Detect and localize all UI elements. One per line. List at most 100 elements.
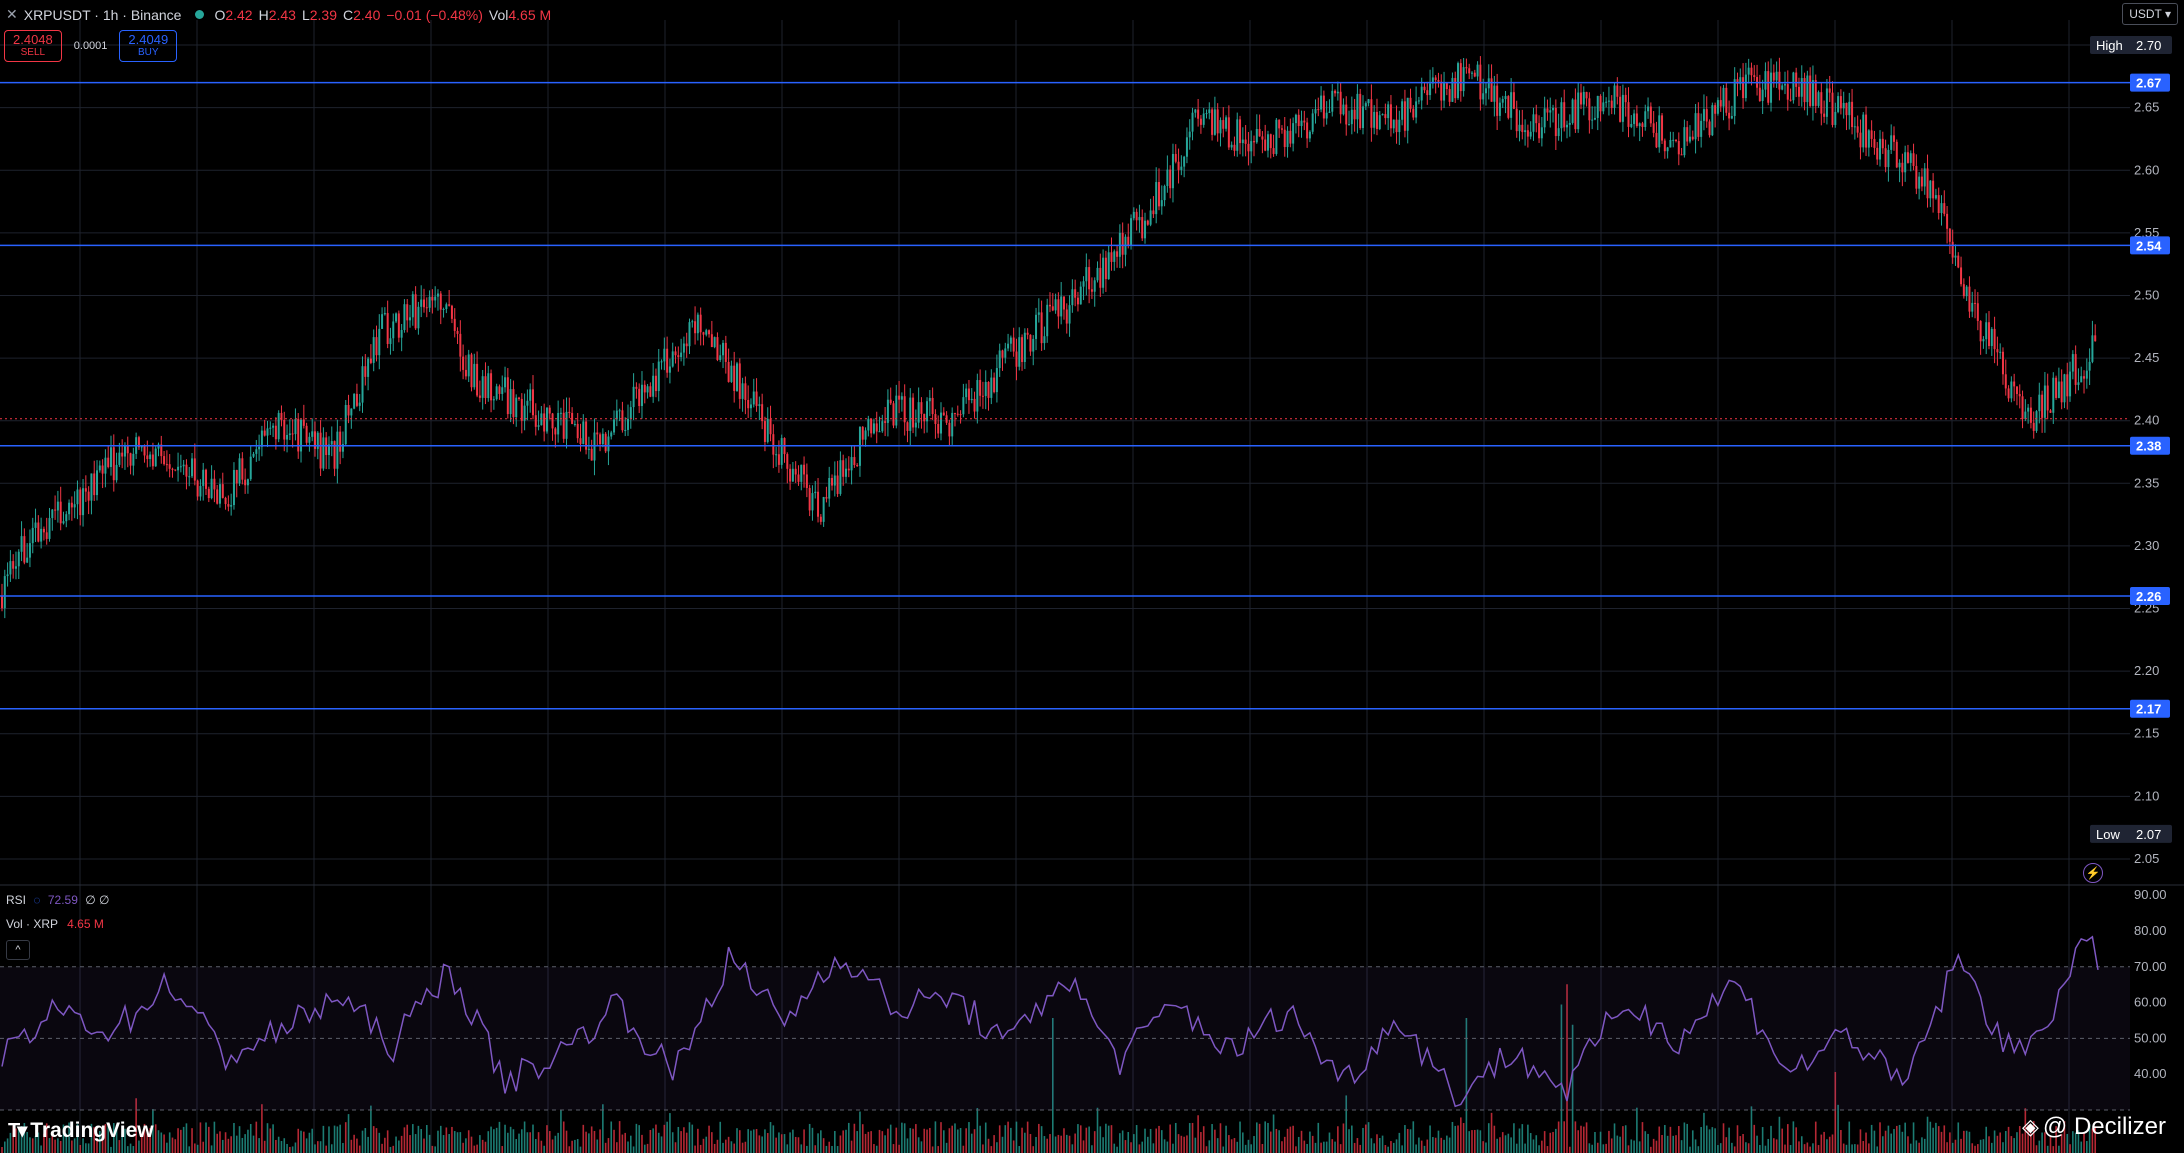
- candle-body: [1258, 129, 1261, 137]
- volume-bar: [655, 1124, 657, 1153]
- volume-bar: [1079, 1125, 1082, 1153]
- buy-button[interactable]: 2.4049 BUY: [119, 30, 178, 62]
- candle-body: [1728, 112, 1731, 119]
- volume-bar: [375, 1128, 378, 1153]
- volume-bar: [1423, 1145, 1426, 1153]
- candle-body: [1375, 111, 1378, 129]
- candle-body: [171, 468, 174, 470]
- candle-body: [593, 432, 596, 461]
- volume-bar: [275, 1139, 277, 1153]
- candle-body: [1121, 232, 1124, 255]
- candle-body: [562, 412, 565, 439]
- volume-bar: [448, 1134, 450, 1153]
- candle-body: [20, 536, 23, 552]
- volume-bar: [1616, 1135, 1619, 1153]
- bolt-icon[interactable]: ⚡: [2083, 863, 2103, 883]
- volume-bar: [903, 1123, 906, 1153]
- candle-body: [1205, 113, 1208, 115]
- candle-body: [518, 397, 521, 399]
- candle-body: [853, 457, 856, 466]
- candle-body: [62, 521, 65, 524]
- volume-bar: [1082, 1140, 1085, 1153]
- candle-body: [302, 419, 305, 426]
- candle-body: [571, 412, 574, 424]
- candle-body: [654, 375, 657, 392]
- currency-select[interactable]: USDT ▾: [2122, 3, 2178, 25]
- volume-bar: [943, 1130, 945, 1153]
- rsi-legend[interactable]: RSI ◌ 72.59 ∅ ∅: [6, 893, 110, 907]
- volume-bar: [1876, 1146, 1879, 1153]
- candle-body: [1199, 118, 1202, 125]
- volume-bar: [968, 1122, 970, 1153]
- candle-body: [649, 386, 652, 397]
- candle-body: [456, 330, 459, 334]
- volume-bar: [1854, 1144, 1856, 1153]
- volume-bar: [2058, 1145, 2060, 1153]
- candle-body: [579, 438, 582, 444]
- volume-bar: [1974, 1145, 1976, 1153]
- candle-body: [1501, 99, 1504, 103]
- volume-bar: [297, 1128, 300, 1153]
- volume-bar: [1580, 1125, 1582, 1153]
- candle-body: [962, 397, 965, 415]
- volume-legend[interactable]: Vol · XRP 4.65 M: [6, 917, 104, 931]
- volume-bar: [255, 1121, 258, 1153]
- volume-bar: [1323, 1141, 1325, 1153]
- candle-body: [1381, 114, 1384, 116]
- volume-bar: [395, 1136, 397, 1153]
- volume-bar: [1309, 1131, 1311, 1153]
- candle-body: [495, 386, 498, 400]
- candle-body: [694, 321, 697, 334]
- candle-body: [249, 456, 252, 480]
- volume-bar: [937, 1146, 940, 1153]
- candle-body: [1672, 139, 1675, 141]
- sell-button[interactable]: 2.4048 SELL: [4, 30, 62, 62]
- volume-bar: [364, 1128, 367, 1153]
- volume-bar: [515, 1139, 518, 1153]
- rsi-settings-icon[interactable]: ◌: [33, 893, 41, 907]
- candle-body: [403, 304, 406, 330]
- volume-bar: [1890, 1133, 1892, 1153]
- volume-bar: [1029, 1134, 1032, 1153]
- volume-bar: [962, 1145, 965, 1153]
- candle-body: [1856, 126, 1859, 133]
- candle-body: [1046, 304, 1049, 337]
- volume-bar: [314, 1144, 316, 1153]
- volume-bar: [1814, 1121, 1817, 1153]
- candle-body: [808, 488, 811, 511]
- volume-bar: [1362, 1127, 1364, 1153]
- volume-bar: [453, 1131, 456, 1153]
- candle-body: [1621, 94, 1624, 122]
- volume-bar: [1792, 1121, 1795, 1153]
- volume-bar: [1476, 1129, 1479, 1153]
- candle-body: [1300, 120, 1303, 127]
- volume-bar: [861, 1124, 864, 1153]
- candle-body: [889, 399, 892, 404]
- volume-bar: [1795, 1127, 1797, 1153]
- symbol-title[interactable]: XRPUSDT · 1h · Binance: [23, 6, 182, 23]
- candle-body: [1781, 85, 1784, 90]
- candle-body: [884, 421, 887, 423]
- volume-bar: [1624, 1125, 1627, 1153]
- candle-body: [467, 354, 470, 377]
- candle-body: [2080, 376, 2083, 383]
- candle-body: [685, 343, 688, 347]
- collapse-button[interactable]: ^: [6, 940, 30, 960]
- candle-body: [160, 444, 163, 457]
- candle-body: [741, 383, 744, 399]
- candle-body: [1761, 89, 1764, 102]
- volume-bar: [71, 1140, 73, 1153]
- volume-bar: [543, 1145, 545, 1153]
- candle-body: [1278, 119, 1281, 129]
- volume-bar: [867, 1131, 870, 1153]
- volume-bar: [691, 1124, 694, 1153]
- volume-bar: [171, 1137, 174, 1153]
- volume-bar: [1007, 1121, 1009, 1153]
- volume-bar: [1840, 1130, 1842, 1153]
- volume-bar: [1865, 1132, 1867, 1153]
- candle-body: [118, 452, 121, 465]
- candle-body: [1197, 109, 1200, 119]
- candle-body: [643, 384, 646, 393]
- candle-body: [671, 351, 674, 367]
